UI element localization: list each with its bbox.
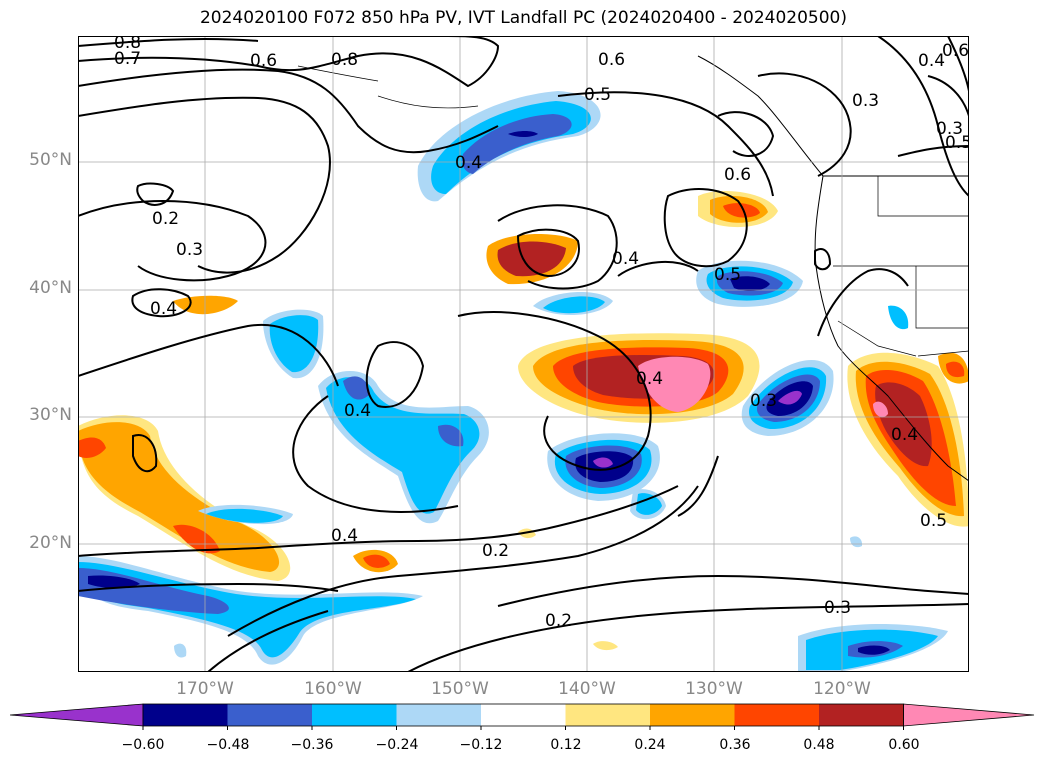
colorbar-segments	[10, 703, 1035, 730]
colorbar	[10, 703, 1035, 730]
contour-label: 0.2	[482, 541, 509, 561]
lon-tick-label: 150°W	[431, 679, 489, 699]
contour-label: 0.5	[584, 85, 611, 105]
contour-label: 0.4	[455, 153, 482, 173]
contour-label: 0.5	[920, 511, 947, 531]
map-frame	[78, 36, 969, 672]
map-title: 2024020100 F072 850 hPa PV, IVT Landfall…	[199, 8, 847, 28]
lon-tick-label: 130°W	[685, 679, 743, 699]
contour-labels: 0.8 0.7 0.6 0.8 0.6 0.5 0.4 0.3 0.2 0.3 …	[114, 36, 969, 631]
colorbar-tick-label: 0.24	[634, 737, 666, 753]
lon-tick-label: 120°W	[813, 679, 871, 699]
colorbar-segment	[734, 704, 820, 726]
contour-label: 0.3	[936, 119, 963, 139]
lat-tick-label: 30°N	[29, 405, 72, 425]
contour-label: 0.3	[750, 391, 777, 411]
colorbar-extend-low	[10, 703, 144, 727]
lat-tick-label: 50°N	[29, 150, 72, 170]
contour-label: 0.4	[918, 51, 945, 71]
shaded-anomalies	[78, 91, 969, 672]
colorbar-tick-label: −0.12	[459, 737, 503, 753]
colorbar-extend-high	[903, 703, 1035, 727]
contour-label: 0.6	[942, 41, 969, 61]
pv-contours	[78, 36, 969, 672]
colorbar-tick-label: 0.48	[803, 737, 835, 753]
contour-label: 0.4	[344, 401, 371, 421]
colorbar-segment	[481, 704, 566, 726]
colorbar-segment	[650, 704, 735, 726]
contour-label: 0.6	[724, 165, 751, 185]
contour-label: 0.8	[331, 50, 358, 70]
contour-label: 0.4	[636, 369, 663, 389]
gridlines	[78, 36, 969, 672]
lon-tick-label: 170°W	[176, 679, 234, 699]
colorbar-tick-label: 0.60	[888, 737, 920, 753]
contour-label: 0.2	[545, 611, 572, 631]
contour-label: 0.7	[114, 49, 141, 69]
map-panel: 0.8 0.7 0.6 0.8 0.6 0.5 0.4 0.3 0.2 0.3 …	[78, 36, 969, 672]
contour-label: 0.3	[176, 240, 203, 260]
colorbar-frame	[142, 703, 904, 727]
colorbar-segment	[819, 704, 904, 726]
contour-label: 0.3	[852, 91, 879, 111]
contour-label: 0.5	[714, 265, 741, 285]
contour-label: 0.4	[612, 249, 639, 269]
colorbar-segment	[312, 704, 397, 726]
contour-label: 0.5	[945, 133, 969, 153]
colorbar-segment	[565, 704, 651, 726]
lon-tick-label: 140°W	[558, 679, 616, 699]
colorbar-segment	[396, 704, 482, 726]
contour-label: 0.4	[891, 425, 918, 445]
colorbar-tick-label: 0.12	[550, 737, 582, 753]
colorbar-tick-label: 0.36	[719, 737, 751, 753]
lon-tick-label: 160°W	[304, 679, 362, 699]
colorbar-tick-label: −0.48	[206, 737, 250, 753]
lat-tick-label: 40°N	[29, 278, 72, 298]
lat-tick-label: 20°N	[29, 533, 72, 553]
contour-label: 0.4	[150, 299, 177, 319]
colorbar-tick-label: −0.36	[290, 737, 334, 753]
colorbar-tick-label: −0.60	[121, 737, 165, 753]
contour-label: 0.6	[250, 51, 277, 71]
colorbar-tick-label: −0.24	[375, 737, 419, 753]
contour-label: 0.6	[598, 50, 625, 70]
colorbar-segment	[227, 704, 313, 726]
contour-label: 0.3	[824, 598, 851, 618]
coastlines	[297, 55, 969, 482]
contour-label: 0.4	[331, 526, 358, 546]
contour-label: 0.8	[114, 36, 141, 53]
contour-label: 0.2	[152, 209, 179, 229]
colorbar-segment	[143, 704, 228, 726]
